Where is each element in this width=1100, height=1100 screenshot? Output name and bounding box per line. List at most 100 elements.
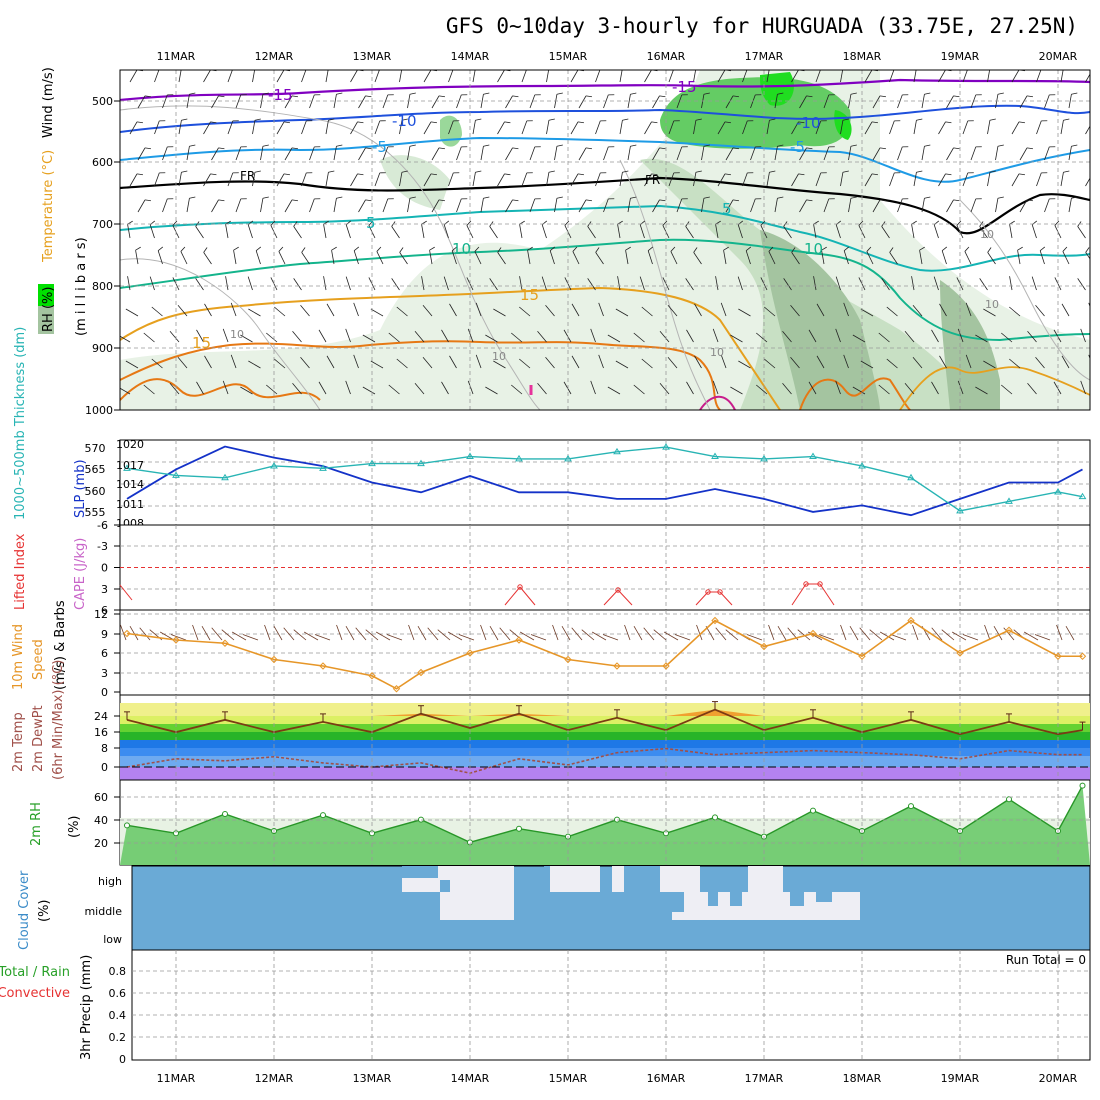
precip-panel: 0.8 0.6 0.4 0.2 0 Run Total = 0 Total / Rain… [0, 949, 1091, 1066]
wind-barb-flag [181, 118, 188, 121]
thickness-marker [1005, 497, 1013, 504]
temp-band [120, 748, 1090, 756]
wind-barb [325, 120, 329, 135]
wind-barb-10m [561, 625, 571, 641]
wind-barb [823, 198, 830, 213]
wind-barb [848, 146, 852, 161]
wind-barb [546, 70, 550, 83]
date-label-bottom: 16MAR [647, 1072, 686, 1085]
wind-barb [396, 358, 408, 369]
label-plus15-b: 15 [192, 334, 211, 352]
wind-barb [137, 199, 146, 213]
wind-barb-flag [504, 173, 511, 176]
wind-barb [203, 70, 211, 83]
thickness-marker [956, 506, 964, 514]
date-label-top: 19MAR [941, 50, 980, 63]
wind-barb [1094, 200, 1100, 212]
wind-barb [1044, 146, 1050, 161]
wind-barb [227, 120, 234, 135]
lifted-index-segment [519, 586, 536, 606]
wind-barb-10m [293, 629, 307, 641]
wind-barb [970, 198, 977, 213]
wind10m-marker [564, 655, 572, 664]
wind-barb-10m [365, 629, 379, 641]
wind-barb [878, 332, 890, 343]
wind-barb-flag [189, 196, 196, 199]
wind-barb [957, 380, 964, 395]
wind-barb [563, 329, 572, 343]
wind-barb [979, 278, 988, 291]
wind10m-marker [368, 672, 376, 680]
lifted-index-point [717, 589, 723, 595]
ylabel-lifted-index: Lifted Index [13, 533, 28, 610]
wind-barb-flag [953, 199, 960, 202]
wind10m-marker [417, 668, 425, 677]
label-rh10-e: 10 [985, 298, 999, 311]
wind-barb [1009, 276, 1013, 291]
wind-barb [549, 250, 555, 265]
wind-barb [125, 308, 139, 317]
wind-barb [774, 146, 778, 161]
lifted-index-segment [791, 583, 807, 606]
slp-tick-label: 1020 [116, 438, 144, 451]
wind-barb-flag [254, 170, 261, 173]
grid-t2 [175, 695, 1059, 780]
wind-barb-flag [871, 173, 878, 176]
wind-barb-flag [549, 246, 556, 251]
wind-barb [326, 303, 335, 317]
wind-barb-flag [438, 147, 445, 150]
wind-barb [318, 329, 327, 343]
wind-barb [644, 173, 652, 187]
wind-barb [931, 381, 939, 395]
wind-barb-10m [768, 624, 775, 641]
wind-barb-10m [375, 631, 391, 641]
wind-barb-flag [548, 170, 555, 173]
lifted-index-segment [719, 591, 733, 606]
wind-barb [816, 355, 825, 369]
wind-barb [255, 250, 261, 265]
wind-barb-flag [466, 220, 472, 226]
wind-barb-flag [270, 220, 276, 226]
rh-green-high-2 [760, 72, 794, 106]
thickness-marker [417, 459, 425, 467]
temp-band [120, 732, 1090, 740]
chart-title: GFS 0~10day 3-hourly for HURGUADA (33.75… [446, 14, 1078, 38]
wind-barb [211, 199, 219, 213]
wind-barb [431, 147, 440, 161]
wind-barb [835, 328, 841, 343]
wind-barb [617, 276, 621, 291]
wind-barb-flag [997, 196, 1004, 199]
wind-barb [505, 147, 513, 161]
tick-label: 0 [101, 761, 108, 774]
wind-barb-10m [818, 634, 835, 641]
wind-barb [912, 305, 923, 317]
tick-label: 600 [92, 156, 113, 169]
wind-barb [712, 328, 719, 343]
wind-barb-10m [552, 624, 559, 641]
wind-barb [742, 120, 748, 135]
rh-contour-4 [959, 199, 1090, 381]
wind-barb [941, 250, 947, 265]
wind-barb-flag [924, 92, 931, 95]
wind-barb-flag [916, 170, 923, 173]
wind-barb [946, 95, 954, 109]
wind10m-marker [809, 629, 817, 638]
tick-label: 3 [101, 583, 108, 596]
wind-barb [489, 226, 498, 239]
wind-barb [897, 198, 903, 213]
wind-barb [186, 146, 190, 161]
wind-barb [799, 147, 807, 161]
wind-barb [475, 354, 482, 369]
wind-barb [203, 173, 211, 187]
label-plus10-a: 10 [452, 240, 471, 258]
wind-barb [750, 94, 756, 109]
wind-barb [475, 302, 482, 317]
wind-barb [382, 198, 389, 213]
wind-barb [1011, 121, 1020, 135]
wind-barb [1085, 125, 1090, 135]
wind-barb-flag [989, 170, 996, 173]
wind-barb-flag [365, 199, 372, 202]
wind-barb-10m [653, 629, 667, 641]
wind-barb [222, 380, 229, 395]
wind-barb [913, 120, 917, 135]
